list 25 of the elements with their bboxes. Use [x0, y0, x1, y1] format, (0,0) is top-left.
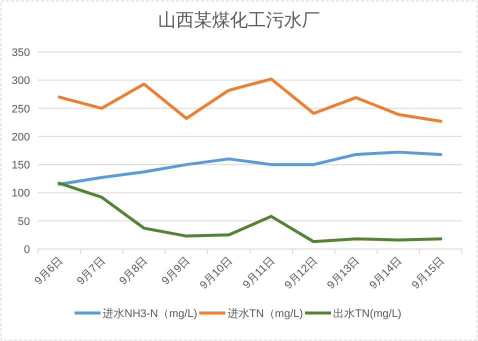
legend-label: 进水NH3-N（mg/L) [102, 307, 198, 320]
x-tick-label: 9月12日 [282, 254, 320, 292]
x-tick-label: 9月8日 [117, 254, 150, 288]
line-series [58, 150, 442, 186]
x-tick-label: 9月10日 [198, 254, 235, 292]
chart-title: 山西某煤化工污水厂 [158, 10, 320, 30]
y-tick-label: 50 [18, 216, 30, 228]
x-tick-label: 9月14日 [368, 254, 405, 292]
x-tick-label: 9月11日 [240, 254, 278, 292]
x-tick-label: 9月15日 [410, 254, 447, 292]
y-tick-label: 200 [12, 131, 30, 144]
y-tick-label: 350 [12, 47, 30, 59]
y-tick-label: 100 [12, 188, 30, 200]
x-tick-label: 9月6日 [32, 254, 66, 288]
legend-label: 进水TN（mg/L) [227, 307, 304, 320]
legend-label: 出水TN(mg/L) [333, 307, 402, 320]
x-tick-label: 9月7日 [75, 254, 108, 288]
line-series [58, 182, 442, 244]
x-tick-label: 9月13日 [325, 254, 362, 292]
y-tick-label: 300 [12, 75, 30, 88]
x-tick-label: 9月9日 [160, 254, 193, 288]
y-tick-label: 0 [24, 244, 30, 256]
y-tick-label: 250 [12, 103, 30, 116]
y-tick-label: 150 [12, 160, 30, 172]
line-series [58, 78, 442, 123]
